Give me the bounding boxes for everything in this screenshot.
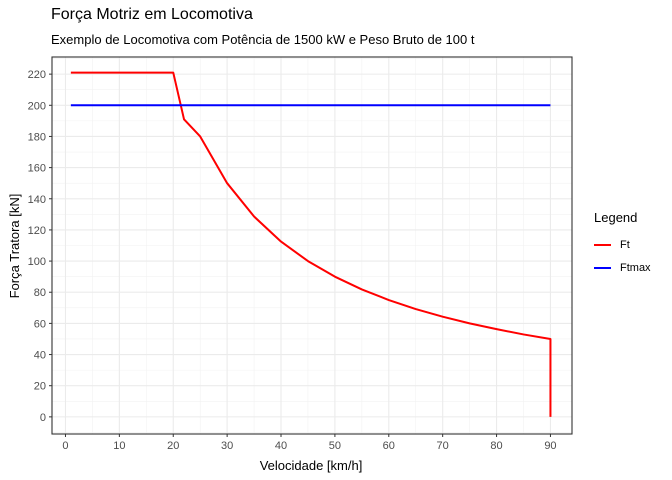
x-tick-label: 90	[544, 440, 556, 452]
y-tick-label: 20	[34, 381, 46, 393]
axes: 0 10 20 30 40 50 60 70 80 90 0 20 40 60 80 100 120 140 160…	[28, 56, 573, 452]
x-tick-label: 20	[167, 440, 179, 452]
legend-label-ftmax: Ftmax	[620, 261, 651, 274]
x-tick-label: 70	[437, 440, 449, 452]
y-tick-label: 40	[34, 350, 46, 362]
y-tick-label: 220	[28, 69, 46, 81]
legend-title: Legend	[594, 210, 638, 225]
x-tick-label: 60	[383, 440, 395, 452]
legend-item-ftmax: Ftmax	[594, 256, 651, 279]
y-tick-label: 120	[28, 225, 46, 237]
y-tick-label: 200	[28, 100, 46, 112]
legend-key-ft	[594, 243, 611, 246]
y-tick-label: 0	[40, 412, 46, 424]
legend: Legend Ft Ftmax	[594, 210, 651, 279]
x-tick-label: 50	[329, 440, 341, 452]
y-tick-label: 80	[34, 287, 46, 299]
y-axis-title: Força Tratora [kN]	[7, 194, 22, 299]
y-tick-label: 140	[28, 194, 46, 206]
y-tick-label: 60	[34, 318, 46, 330]
legend-label-ft: Ft	[620, 238, 630, 251]
grid	[52, 57, 572, 434]
series-lines	[70, 71, 552, 417]
series-line-ft	[70, 71, 552, 417]
x-tick-label: 30	[221, 440, 233, 452]
x-tick-label: 0	[62, 440, 68, 452]
legend-item-ft: Ft	[594, 233, 651, 256]
y-tick-label: 160	[28, 163, 46, 175]
x-tick-label: 80	[490, 440, 502, 452]
x-axis-title: Velocidade [km/h]	[260, 458, 363, 473]
legend-key-ftmax	[594, 266, 611, 269]
x-tick-label: 10	[113, 440, 125, 452]
panel-border	[51, 56, 573, 435]
x-tick-label: 40	[275, 440, 287, 452]
chart-subtitle: Exemplo de Locomotiva com Potência de 15…	[51, 32, 475, 47]
chart-title: Força Motriz em Locomotiva	[51, 6, 253, 23]
y-tick-label: 100	[28, 256, 46, 268]
y-tick-label: 180	[28, 131, 46, 143]
